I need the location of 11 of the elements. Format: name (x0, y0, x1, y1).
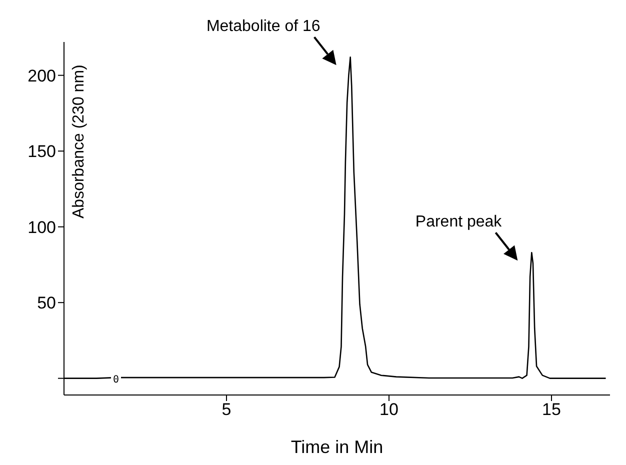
y-tick-label: 200 (28, 66, 56, 86)
y-tick-label: 150 (28, 142, 56, 162)
x-axis-title: Time in Min (290, 437, 384, 457)
annotation: Metabolite of 16 (206, 18, 320, 36)
x-tick-label: 5 (222, 400, 232, 420)
y-tick-label: 50 (37, 294, 56, 313)
y-tick-label: 100 (28, 218, 56, 237)
annotation: Parent peak (415, 214, 503, 231)
y-axis-title: Absorbance (230 nm) (70, 64, 88, 218)
x-tick-label: 15 (542, 400, 561, 420)
x-tick-label: 10 (380, 400, 398, 420)
